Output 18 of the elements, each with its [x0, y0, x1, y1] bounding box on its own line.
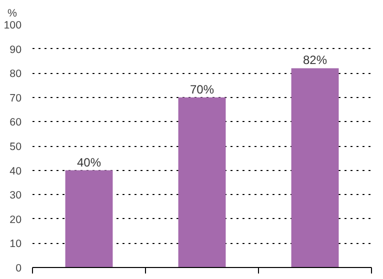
y-tick-label: 0 — [16, 262, 22, 274]
y-tick-label: 100 — [4, 20, 22, 32]
y-tick-label: 70 — [10, 92, 22, 104]
y-tick-label: 10 — [10, 238, 22, 250]
data-label: 40% — [76, 155, 102, 170]
y-tick-label: 90 — [10, 44, 22, 56]
y-tick-label: 30 — [10, 190, 22, 202]
data-label: 70% — [190, 82, 214, 96]
bar — [178, 97, 226, 268]
y-tick-label: 20 — [10, 214, 22, 226]
y-tick-label: 50 — [10, 141, 22, 153]
bar — [65, 170, 113, 268]
y-tick-label: 60 — [10, 116, 22, 129]
y-axis-title: % — [8, 8, 18, 20]
data-label: 82% — [302, 53, 328, 68]
y-tick-label: 80 — [10, 68, 22, 80]
y-tick-label: 40 — [10, 165, 22, 178]
bar — [291, 68, 339, 268]
